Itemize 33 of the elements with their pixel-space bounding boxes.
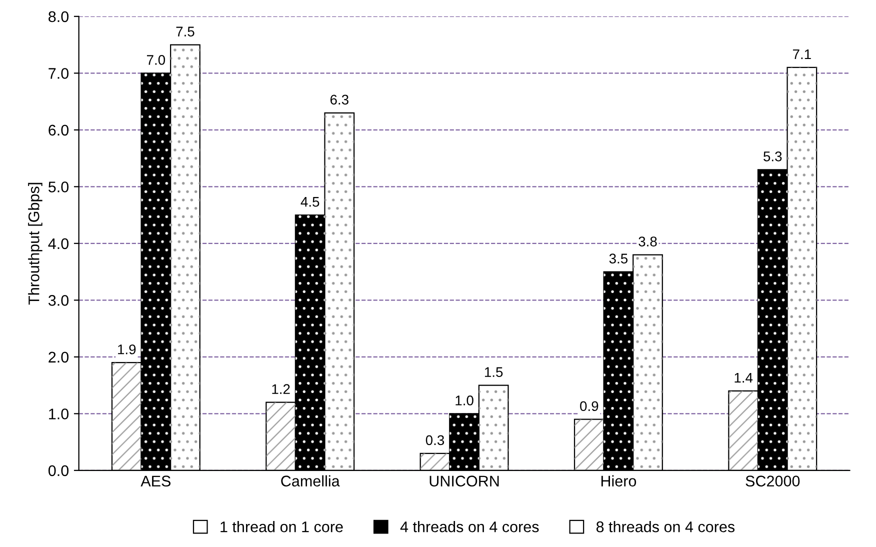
data-label: 4.5	[300, 197, 320, 207]
data-label: 1.4	[734, 372, 753, 383]
data-label: 7.1	[792, 49, 811, 60]
y-tick-label: 5.0	[48, 182, 69, 192]
x-tick-label: Hiero	[601, 475, 636, 487]
y-tick-label: 0.0	[48, 465, 69, 476]
data-label: 3.8	[638, 236, 657, 246]
x-tick-label: AES	[140, 476, 171, 487]
legend-label: 1 thread on 1 core	[220, 521, 343, 532]
data-label: 0.3	[426, 435, 444, 446]
data-label: 1.5	[484, 367, 503, 377]
x-tick-label: UNICORN	[430, 476, 499, 487]
data-label: 6.3	[330, 94, 348, 105]
data-label: 3.5	[609, 254, 628, 264]
data-label: 7.0	[146, 55, 166, 65]
y-tick-label: 2.0	[48, 352, 69, 363]
data-label: 0.9	[580, 401, 598, 412]
y-tick-label: 3.0	[48, 295, 69, 306]
x-tick-label: Camellia	[281, 475, 340, 487]
y-tick-label: 4.0	[48, 238, 69, 250]
data-label: 7.5	[176, 26, 194, 36]
data-label: 1.0	[456, 396, 474, 406]
x-tick-label: SC2000	[746, 476, 800, 487]
data-label: 1.2	[272, 384, 290, 394]
y-tick-label: 8.0	[48, 11, 69, 22]
legend-label: 4 threads on 4 cores	[400, 521, 539, 532]
y-axis-title: Throuthput [Gbps]	[28, 182, 42, 305]
y-tick-label: 6.0	[48, 124, 69, 136]
data-label: 5.3	[764, 152, 782, 162]
y-tick-label: 7.0	[48, 68, 69, 79]
y-tick-label: 1.0	[49, 408, 69, 420]
legend-label: 8 threads on 4 cores	[596, 521, 735, 532]
data-label: 1.9	[118, 344, 136, 354]
